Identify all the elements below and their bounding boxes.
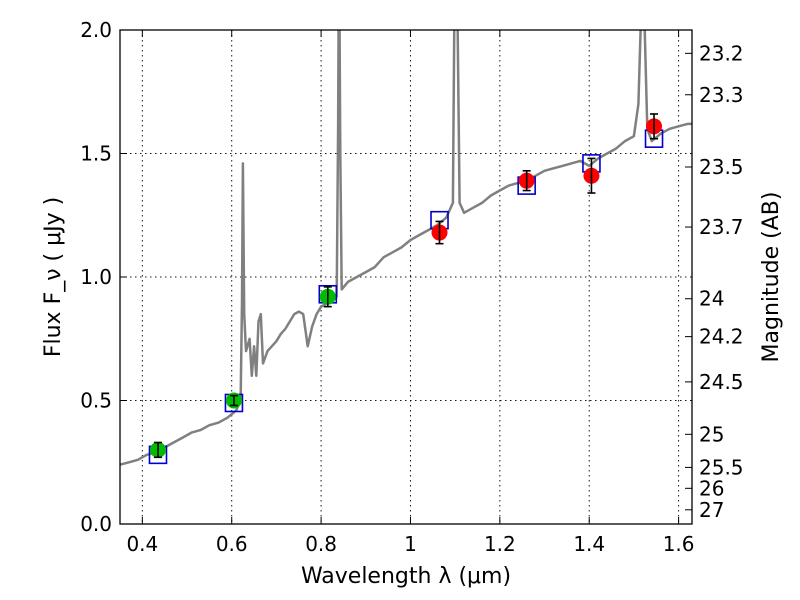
y2-tick-label: 23.2 xyxy=(699,41,744,65)
x-tick-label: 1.6 xyxy=(663,532,695,556)
tick-layer: 0.4 0.6 0.8 1 1.2 1.4 1.6 0.0 0.5 1.0 1.5 2.0 23.2 23… xyxy=(80,18,743,556)
y-tick-label: 0.5 xyxy=(80,389,112,413)
model-spectrum-line xyxy=(120,30,692,466)
y2-tick-label: 27 xyxy=(699,498,724,522)
y-tick-label: 0.0 xyxy=(80,512,112,536)
data-layer xyxy=(120,30,692,466)
y2-tick-label: 24.2 xyxy=(699,325,744,349)
y2-tick-label: 23.7 xyxy=(699,215,744,239)
y2-tick-label: 25 xyxy=(699,422,724,446)
y-tick-label: 2.0 xyxy=(80,18,112,42)
y2-tick-label: 26 xyxy=(699,476,724,500)
y-tick-label: 1.5 xyxy=(80,142,112,166)
y-axis-label: Flux F_ν ( μJy ) xyxy=(41,197,66,357)
y2-tick-label: 23.5 xyxy=(699,155,744,179)
y2-tick-label: 25.5 xyxy=(699,455,744,479)
x-tick-label: 0.6 xyxy=(216,532,248,556)
x-tick-label: 1.4 xyxy=(573,532,605,556)
y2-axis-label: Magnitude (AB) xyxy=(759,192,784,363)
grid-lines xyxy=(120,30,692,524)
x-tick-label: 0.8 xyxy=(305,532,337,556)
y2-tick-label: 24.5 xyxy=(699,370,744,394)
x-axis-label: Wavelength λ (μm) xyxy=(301,564,511,589)
x-tick-label: 1.2 xyxy=(484,532,516,556)
x-tick-label: 0.4 xyxy=(126,532,158,556)
y2-tick-label: 24 xyxy=(699,287,724,311)
y-tick-label: 1.0 xyxy=(80,265,112,289)
x-tick-label: 1 xyxy=(404,532,417,556)
y2-tick-label: 23.3 xyxy=(699,83,744,107)
